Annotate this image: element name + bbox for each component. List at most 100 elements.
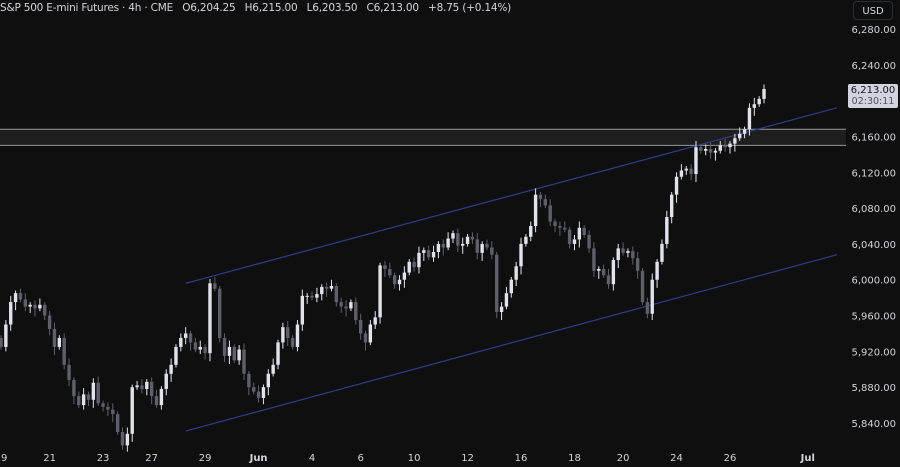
candle [86,391,91,407]
candle [203,344,207,360]
candle [271,358,275,377]
candle [354,297,358,325]
candle [334,283,339,307]
candle [261,384,266,405]
candle [57,335,62,350]
price-axis [846,0,900,467]
candle-body [67,364,71,381]
candle-body [320,286,324,295]
candle-body [218,288,222,338]
candle-body [723,145,727,148]
candle-body [485,243,489,248]
resistance-zone [0,129,846,146]
candle-body [295,324,300,347]
candle-body [300,295,305,325]
candle [329,279,334,292]
candle [145,379,149,396]
y-tick-label: 6,040.00 [851,240,896,251]
candle-body [684,168,688,171]
candle [470,232,475,244]
candle [213,277,217,292]
candle-body [577,227,582,240]
candle [290,335,295,350]
candle [524,234,528,247]
candle [485,239,489,251]
currency-button[interactable]: USD [853,1,893,20]
candle-body [616,248,620,261]
candle [606,268,611,289]
candle [490,241,494,260]
candle [344,300,348,317]
candle [62,333,66,370]
candle-body [529,226,533,237]
candle-body [747,107,752,130]
candle [582,225,586,238]
candle-body [524,236,528,244]
candle [577,221,582,248]
x-tick-label: 18 [568,453,581,464]
candle-body [587,234,591,249]
candle [543,194,548,209]
candle-body [621,248,625,253]
candle [426,245,431,261]
candle [324,282,329,297]
candle [713,148,718,161]
candle [553,218,557,233]
candle-body [13,293,18,303]
candle [519,237,523,275]
high-value: H6,215.00 [244,2,298,14]
candle-body [762,88,766,99]
x-tick-label: 10 [408,453,421,464]
candle-body [81,394,86,406]
candle-body [96,382,100,404]
candle [762,84,766,104]
candle-body [106,406,110,410]
candle-body [597,268,601,271]
candle [305,293,309,304]
candle [28,302,32,313]
candle-body [52,328,57,347]
candle [247,371,251,396]
y-tick-label: 5,840.00 [851,419,896,430]
candle-body [266,373,270,388]
candle-body [635,258,640,271]
candle [208,278,212,362]
candle [281,322,285,349]
candle [752,97,756,116]
candle-body [33,304,37,309]
candle [232,344,236,364]
candle [120,427,125,450]
candle [533,188,538,233]
symbol-title[interactable]: S&P 500 E-mini Futures · 4h · CME [0,2,174,14]
x-tick-label: 23 [97,453,110,464]
candle-body [23,299,27,307]
candle-body [261,387,266,398]
candle [363,330,368,351]
candle [237,345,241,365]
candle-body [227,346,232,356]
candle [509,277,513,298]
candle [72,377,76,405]
open-value: O6,204.25 [182,2,236,14]
candle-body [606,275,611,285]
candle-body [553,221,557,227]
candle [227,340,232,364]
bar-countdown: 02:30:11 [851,96,895,107]
candle-body [392,275,397,285]
candle [392,272,397,289]
candle-body [689,168,693,175]
candle-body [252,387,256,392]
candle-body [495,254,499,312]
y-tick-label: 6,240.00 [851,61,896,72]
candle [276,339,280,370]
y-tick-label: 6,080.00 [851,204,896,215]
candle-body [198,346,202,350]
last-price-label: 6,213.00 02:30:11 [848,84,898,108]
candle [563,221,567,233]
candle [130,384,134,442]
candle [572,234,577,251]
candle [218,286,222,343]
candle-body [417,252,421,268]
